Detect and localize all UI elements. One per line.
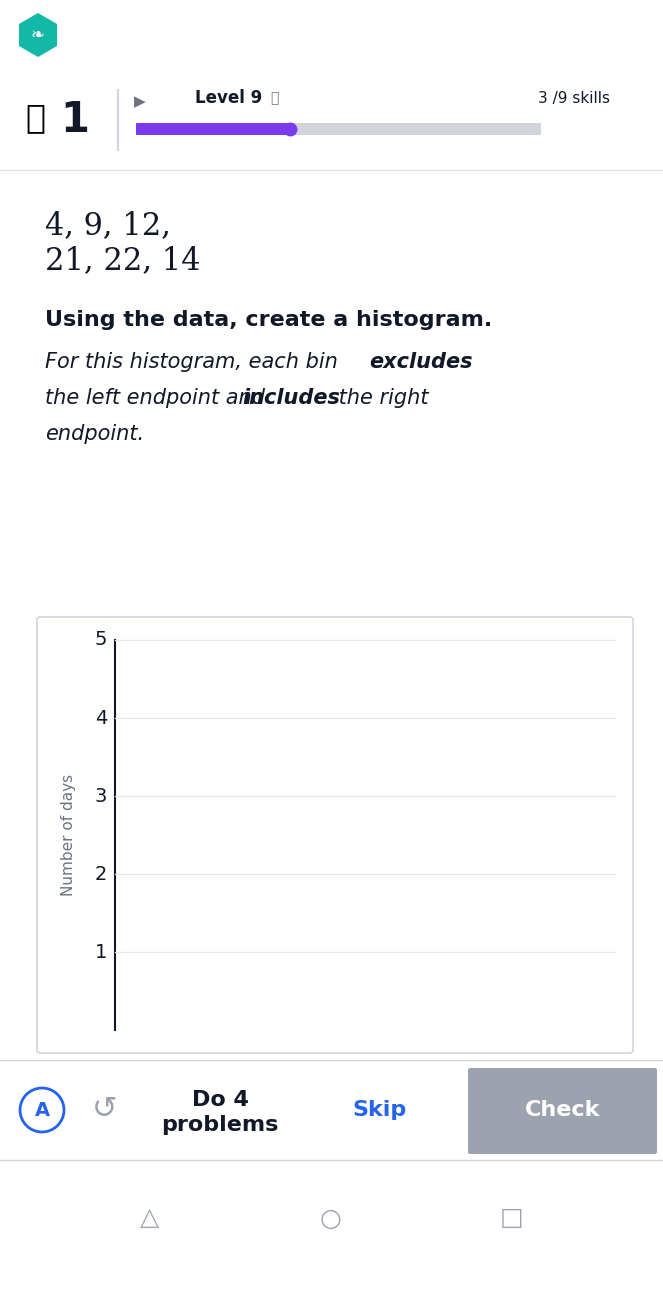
Text: Check: Check [525, 1100, 601, 1121]
Text: 3 /9 skills: 3 /9 skills [538, 90, 610, 106]
Text: problems: problems [161, 1115, 278, 1135]
Text: 5: 5 [95, 631, 107, 649]
Text: △: △ [141, 1207, 160, 1230]
Text: Using the data, create a histogram.: Using the data, create a histogram. [45, 310, 492, 330]
Text: includes: includes [242, 388, 340, 407]
Text: Skip: Skip [353, 1100, 407, 1121]
Text: 🔍: 🔍 [562, 24, 577, 47]
Text: Level 9: Level 9 [195, 89, 263, 107]
Text: 4: 4 [95, 708, 107, 727]
Text: 4, 9, 12,: 4, 9, 12, [45, 210, 171, 242]
Text: the left endpoint and: the left endpoint and [45, 388, 272, 407]
Text: For this histogram, each bin: For this histogram, each bin [45, 353, 345, 372]
FancyBboxPatch shape [468, 1068, 657, 1155]
Text: A: A [34, 1101, 50, 1119]
Text: Do 4: Do 4 [192, 1091, 249, 1110]
Text: ▶: ▶ [134, 94, 146, 110]
Text: □: □ [500, 1207, 524, 1230]
Text: Number of days: Number of days [60, 774, 76, 896]
Text: endpoint.: endpoint. [45, 424, 144, 444]
Text: ⓘ: ⓘ [270, 91, 278, 104]
FancyBboxPatch shape [136, 123, 541, 135]
Text: 3: 3 [95, 786, 107, 806]
Text: 🔥: 🔥 [25, 102, 45, 135]
Text: 1: 1 [60, 99, 90, 141]
Text: ○: ○ [320, 1207, 342, 1230]
Text: the right: the right [332, 388, 428, 407]
Text: ❧: ❧ [31, 26, 45, 44]
Text: ↺: ↺ [92, 1096, 118, 1124]
Text: ≡: ≡ [617, 21, 642, 50]
Text: 21, 22, 14: 21, 22, 14 [45, 246, 200, 276]
Text: Khan Academy: Khan Academy [84, 21, 316, 50]
FancyBboxPatch shape [37, 616, 633, 1053]
FancyBboxPatch shape [136, 123, 291, 135]
Text: 1: 1 [95, 943, 107, 961]
Text: excludes: excludes [369, 353, 473, 372]
Text: 2: 2 [95, 865, 107, 883]
